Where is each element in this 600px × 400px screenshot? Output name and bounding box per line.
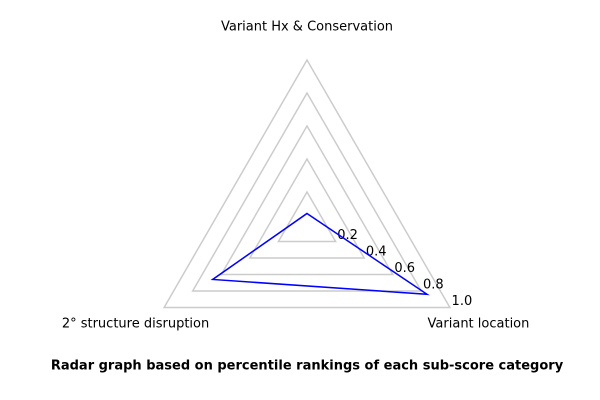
grid-ring	[277, 190, 337, 243]
r-tick-label: 1.0	[452, 294, 473, 309]
grid-ring	[219, 124, 395, 276]
category-label: Variant location	[428, 317, 530, 332]
category-label: 2° structure disruption	[62, 317, 209, 332]
category-label: Variant Hx & Conservation	[221, 20, 393, 35]
grid-ring	[162, 58, 452, 309]
chart-title: Radar graph based on percentile rankings…	[51, 359, 564, 374]
r-tick-label: 0.2	[337, 228, 358, 243]
r-tick-label: 0.4	[366, 245, 387, 260]
data-line	[210, 212, 430, 296]
r-tick-label: 0.8	[423, 278, 444, 293]
grid-ring	[248, 157, 366, 259]
r-tick-label: 0.6	[394, 261, 415, 276]
grid-ring	[191, 91, 423, 292]
